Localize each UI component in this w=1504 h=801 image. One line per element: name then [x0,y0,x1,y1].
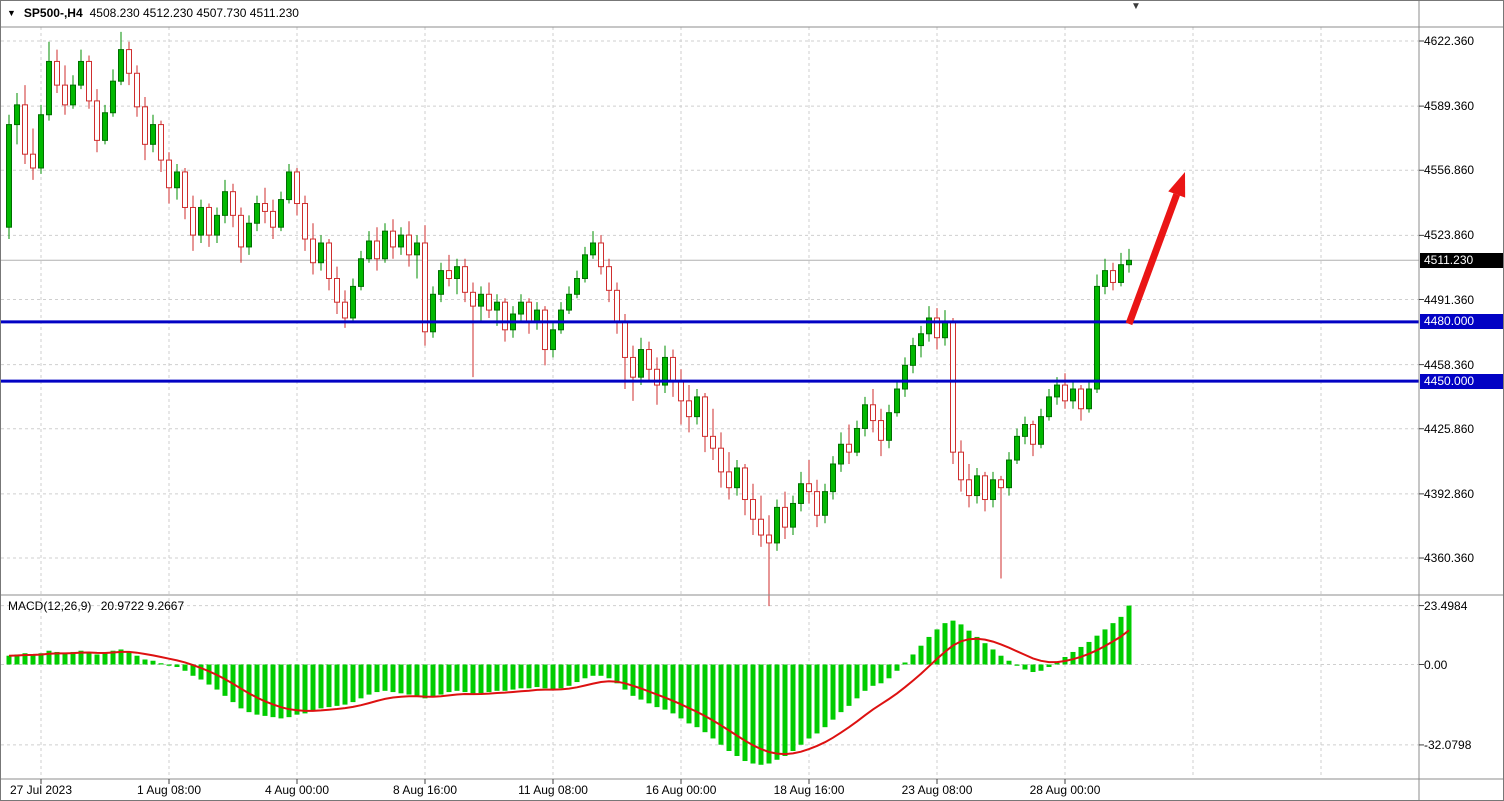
macd-indicator-values: 20.9722 9.2667 [100,599,185,613]
support-resistance-layer [1,320,1419,383]
chart-collapse-icon[interactable]: ▼ [7,8,16,18]
scroll-anchor-icon: ▼ [1131,1,1141,12]
macd-info-bar: MACD(12,26,9) 20.9722 9.2667 [8,599,190,613]
grid-layer [1,27,1419,778]
macd-signal-line [8,629,1130,756]
trend-arrow [1125,171,1186,326]
candles-layer [6,31,1132,607]
macd-layer [6,605,1132,765]
ohlc-values: 4508.230 4512.230 4507.730 4511.230 [89,6,299,20]
macd-indicator-name: MACD(12,26,9) [8,599,92,613]
symbol-info-bar: ▼ SP500-,H4 4508.230 4512.230 4507.730 4… [7,6,299,20]
symbol-timeframe: SP500-,H4 [23,6,83,20]
